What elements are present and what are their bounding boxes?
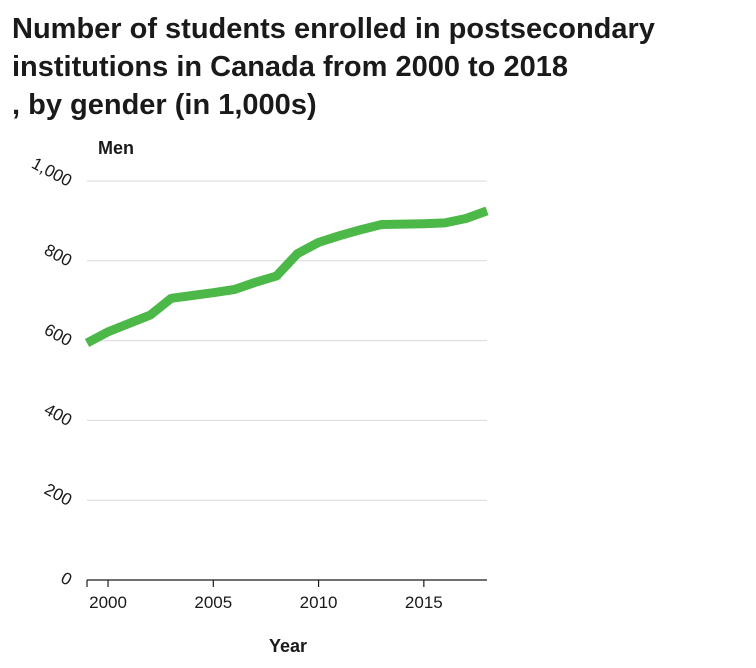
series-line-men [84,206,489,347]
x-tick-label: 2015 [405,593,443,612]
y-tick-label: 0 [58,568,75,589]
chart-title: Number of students enrolled in postsecon… [12,10,752,124]
series-layer [84,206,489,347]
chart-title-line-3: , by gender (in 1,000s) [12,89,317,121]
x-axis-label: Year [269,636,307,656]
y-axis-label: Men [98,138,134,158]
y-tick-label: 400 [41,400,75,430]
y-tick-label: 200 [41,480,75,510]
y-tick-label: 800 [41,240,75,270]
y-tick-label: 600 [41,320,75,350]
x-tick-label: 2005 [194,593,232,612]
axes [86,579,487,587]
y-tick-label: 1,000 [29,154,75,191]
chart-title-line-1: Number of students enrolled in postsecon… [12,13,655,45]
gridlines [87,180,487,501]
chart-title-line-2: institutions in Canada from 2000 to 2018 [12,51,568,83]
x-tick-label: 2010 [300,593,338,612]
x-tick-label: 2000 [89,593,127,612]
